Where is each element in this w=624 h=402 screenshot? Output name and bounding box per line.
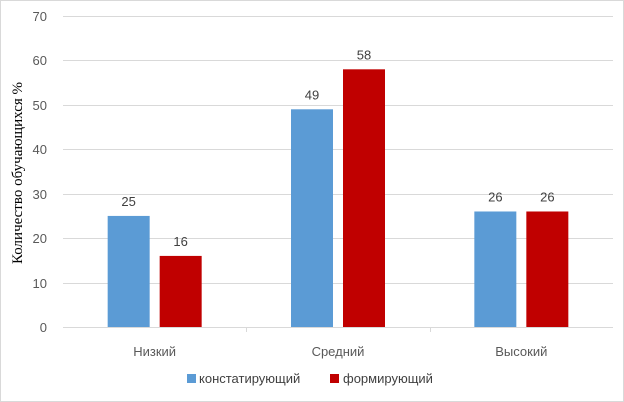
y-tick-label: 0 xyxy=(40,320,47,335)
y-tick-label: 10 xyxy=(33,276,47,291)
x-axis-ticks: Низкий Средний Высокий xyxy=(133,327,547,359)
legend-swatch xyxy=(330,374,339,383)
y-tick-label: 50 xyxy=(33,98,47,113)
bar-series1 xyxy=(291,109,333,327)
bar-series2 xyxy=(343,69,385,328)
legend-label: констатирующий xyxy=(199,371,300,386)
x-tick-label: Низкий xyxy=(133,344,176,359)
data-label: 49 xyxy=(305,87,319,102)
bar-series2 xyxy=(159,255,202,327)
bar-series1 xyxy=(474,211,517,327)
y-tick-label: 30 xyxy=(33,187,47,202)
data-labels: 25 16 49 58 26 26 xyxy=(121,47,554,249)
x-tick-label: Высокий xyxy=(495,344,547,359)
legend-label: формирующий xyxy=(343,371,433,386)
y-tick-label: 20 xyxy=(33,231,47,246)
bar-series1 xyxy=(107,215,150,327)
bars xyxy=(107,69,569,328)
data-label: 26 xyxy=(488,189,502,204)
y-tick-label: 60 xyxy=(33,53,47,68)
y-tick-label: 40 xyxy=(33,142,47,157)
data-label: 25 xyxy=(121,194,135,209)
bar-series2 xyxy=(526,211,569,327)
x-tick-label: Средний xyxy=(312,344,365,359)
data-label: 58 xyxy=(357,47,371,62)
gridlines xyxy=(63,16,613,328)
data-label: 16 xyxy=(173,234,187,249)
y-axis-ticks: 0 10 20 30 40 50 60 70 xyxy=(33,9,47,335)
legend: констатирующий формирующий xyxy=(187,371,433,386)
data-label: 26 xyxy=(540,189,554,204)
legend-swatch xyxy=(187,374,196,383)
y-axis-label: Количество обучающихся % xyxy=(10,82,26,264)
y-tick-label: 70 xyxy=(33,9,47,24)
